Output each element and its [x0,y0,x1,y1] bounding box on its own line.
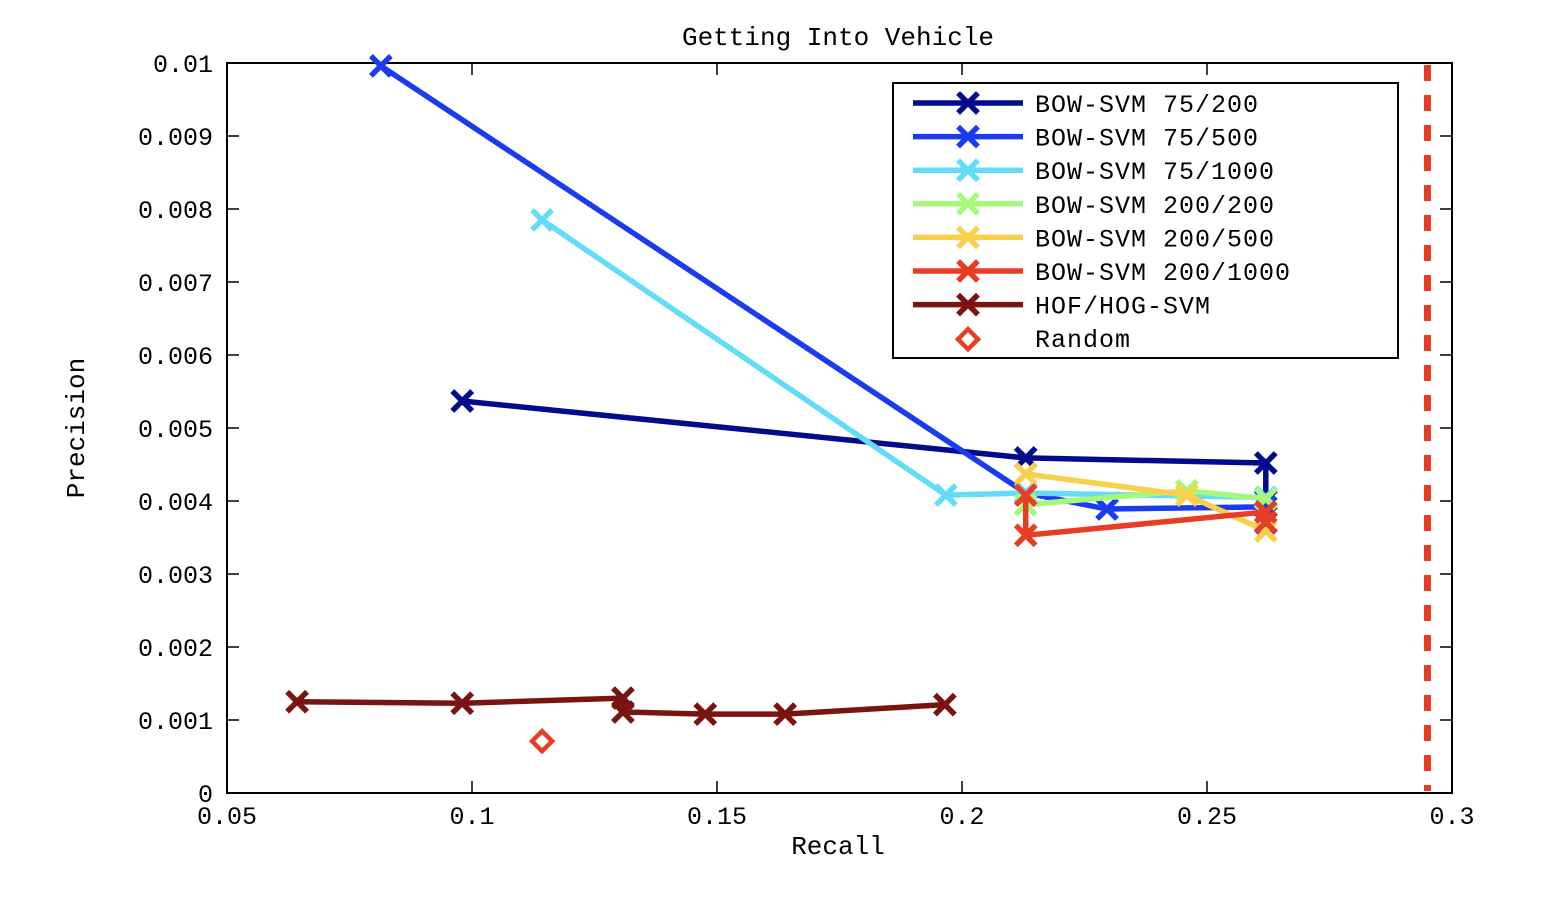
y-tick-label: 0.006 [138,343,213,372]
y-axis-label: Precision [62,358,92,498]
legend-label: BOW-SVM 75/500 [1035,125,1259,154]
legend-item: BOW-SVM 200/1000 [913,259,1291,288]
data-point [530,208,554,232]
data-point [1253,510,1278,535]
y-tick-label: 0 [198,781,213,810]
series-random [528,727,556,755]
legend-swatch-marker [956,225,980,250]
legend-label: Random [1035,326,1131,355]
legend-swatch-marker [956,191,980,216]
legend-item: BOW-SVM 75/1000 [913,158,1275,187]
legend-label: BOW-SVM 200/200 [1035,192,1275,221]
x-tick-label: 0.3 [1429,803,1474,832]
series-line [1022,495,1269,539]
data-point [1095,497,1119,521]
legend-item: BOW-SVM 75/200 [913,91,1259,120]
x-tick-label: 0.05 [197,803,257,832]
data-point [450,691,475,716]
data-point [932,692,957,717]
legend-item: HOF/HOG-SVM [913,292,1211,322]
series-hof-hog-svm [285,686,957,727]
y-axis: 0 0.001 0.002 0.003 0.004 0.005 0.006 0.007 0.00… [138,51,1452,810]
data-point [693,702,718,727]
legend-swatch-marker [956,292,980,317]
series-layer [285,54,1278,755]
legend-label: BOW-SVM 75/200 [1035,91,1259,120]
x-tick-label: 0.1 [449,803,494,832]
y-tick-label: 0.009 [138,124,213,153]
chart-title: Getting Into Vehicle [682,23,994,53]
x-tick-label: 0.2 [939,803,984,832]
legend-swatch-marker [956,259,980,283]
y-tick-label: 0.008 [138,197,213,226]
data-point [1013,446,1038,470]
series-bow-svm-200-1000 [1013,483,1278,548]
legend-swatch-marker [956,158,980,183]
data-point [773,702,797,727]
y-tick-label: 0.004 [138,489,213,518]
y-tick-label: 0.001 [138,708,213,737]
legend-item: BOW-SVM 200/500 [913,225,1275,254]
x-axis-label: Recall [791,832,885,862]
legend-label: HOF/HOG-SVM [1035,293,1211,322]
y-tick-label: 0.002 [138,635,213,664]
y-tick-label: 0.005 [138,416,213,445]
data-point-diamond [528,727,556,755]
legend-item: BOW-SVM 200/200 [913,191,1275,221]
legend-item: BOW-SVM 75/500 [913,124,1259,154]
data-point [1253,451,1278,475]
x-axis: 0.05 0.1 0.15 0.2 0.25 0.3 [197,63,1475,832]
data-point [368,54,393,78]
x-tick-label: 0.25 [1177,803,1237,832]
series-line [461,398,1269,501]
legend-label: BOW-SVM 75/1000 [1035,158,1275,187]
data-point [933,483,958,508]
legend-swatch-marker [956,124,980,149]
legend-item: Random [954,326,1131,355]
y-tick-label: 0.007 [138,270,213,299]
data-point [1175,483,1199,508]
data-point [611,700,635,724]
y-tick-label: 0.01 [153,51,213,80]
legend-label: BOW-SVM 200/500 [1035,225,1275,254]
data-point [285,689,309,714]
legend: BOW-SVM 75/200 BOW-SVM 75/500 BOW-SVM 75/1… [892,82,1399,359]
data-point [1013,523,1038,548]
y-tick-label: 0.003 [138,562,213,591]
legend-label: BOW-SVM 200/1000 [1035,259,1291,288]
data-point [450,389,475,413]
data-point [1013,483,1038,508]
x-tick-label: 0.15 [687,803,747,832]
legend-swatch-marker [954,326,982,353]
data-point [1013,462,1038,486]
legend-swatch-marker [956,91,980,115]
